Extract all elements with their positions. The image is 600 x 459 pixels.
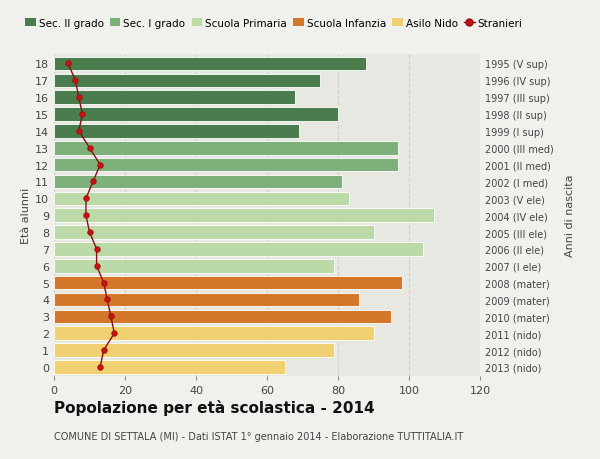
Text: COMUNE DI SETTALA (MI) - Dati ISTAT 1° gennaio 2014 - Elaborazione TUTTITALIA.IT: COMUNE DI SETTALA (MI) - Dati ISTAT 1° g… (54, 431, 463, 442)
Text: Popolazione per età scolastica - 2014: Popolazione per età scolastica - 2014 (54, 399, 374, 415)
Bar (54, 108, 338, 122)
Bar (54, 142, 398, 155)
Bar (54, 125, 299, 138)
Bar (54, 91, 295, 105)
Bar (54, 175, 341, 189)
Bar (54, 259, 334, 273)
Y-axis label: Età alunni: Età alunni (21, 188, 31, 244)
Bar (54, 74, 320, 88)
Y-axis label: Anni di nascita: Anni di nascita (565, 174, 575, 257)
Bar (54, 293, 359, 307)
Bar (54, 192, 349, 206)
Bar (54, 226, 373, 239)
Bar (54, 243, 423, 256)
Bar (54, 276, 402, 290)
Bar (54, 57, 367, 71)
Bar (54, 327, 373, 340)
Bar (54, 158, 398, 172)
Legend: Sec. II grado, Sec. I grado, Scuola Primaria, Scuola Infanzia, Asilo Nido, Stran: Sec. II grado, Sec. I grado, Scuola Prim… (25, 18, 523, 28)
Bar (54, 344, 334, 357)
Bar (54, 310, 391, 324)
Bar (54, 360, 285, 374)
Bar (54, 209, 434, 223)
